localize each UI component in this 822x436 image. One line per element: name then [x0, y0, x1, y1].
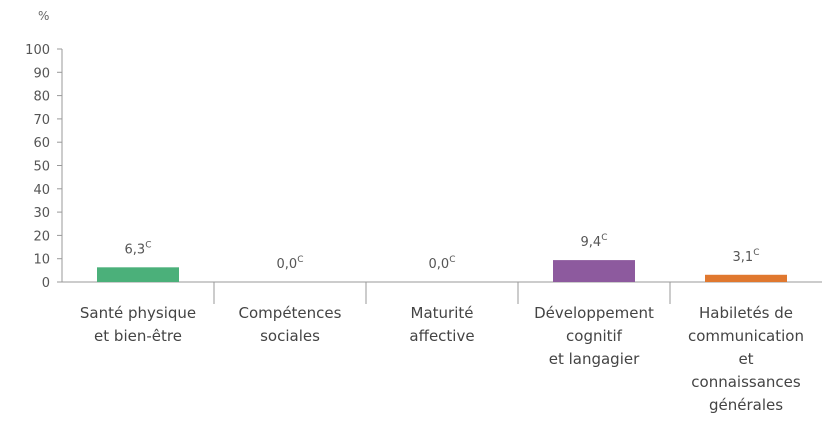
y-tick-label: 40 — [33, 183, 50, 198]
category-separators — [213, 282, 671, 304]
data-label: 0,0C — [429, 255, 456, 272]
bars — [97, 260, 787, 282]
y-tick-label: 0 — [42, 276, 50, 291]
category-label: Santé physique et bien-être — [80, 304, 196, 345]
y-tick-label: 80 — [33, 90, 50, 105]
y-axis-unit-label: % — [38, 9, 49, 23]
data-label: 3,1C — [733, 248, 760, 265]
category-label: Compétences sociales — [239, 304, 342, 345]
y-tick-label: 90 — [33, 66, 50, 81]
y-tick-label: 10 — [33, 253, 50, 268]
data-labels: 6,3C 0,0C 0,0C 9,4C 3,1C — [125, 233, 760, 272]
y-tick-label: 70 — [33, 113, 50, 128]
data-label: 0,0C — [277, 255, 304, 272]
category-labels: Santé physique et bien-être Compétences soc… — [80, 304, 804, 414]
y-tick-label: 20 — [33, 229, 50, 244]
bar — [553, 260, 635, 282]
data-label: 9,4C — [581, 233, 608, 250]
y-tick-label: 100 — [25, 43, 50, 58]
category-label: Habiletés de communication et connaissances… — [688, 304, 804, 414]
bar — [705, 274, 787, 282]
y-tick-label: 60 — [33, 136, 50, 151]
y-axis-ticks: 0 10 20 30 40 50 60 70 80 90 100 — [25, 43, 62, 291]
category-label: Développement cognitif et langagier — [534, 304, 654, 368]
data-label: 6,3C — [125, 240, 152, 257]
y-tick-label: 30 — [33, 206, 50, 221]
bar — [97, 267, 179, 282]
category-label: Maturité affective — [409, 304, 474, 345]
y-tick-label: 50 — [33, 160, 50, 175]
